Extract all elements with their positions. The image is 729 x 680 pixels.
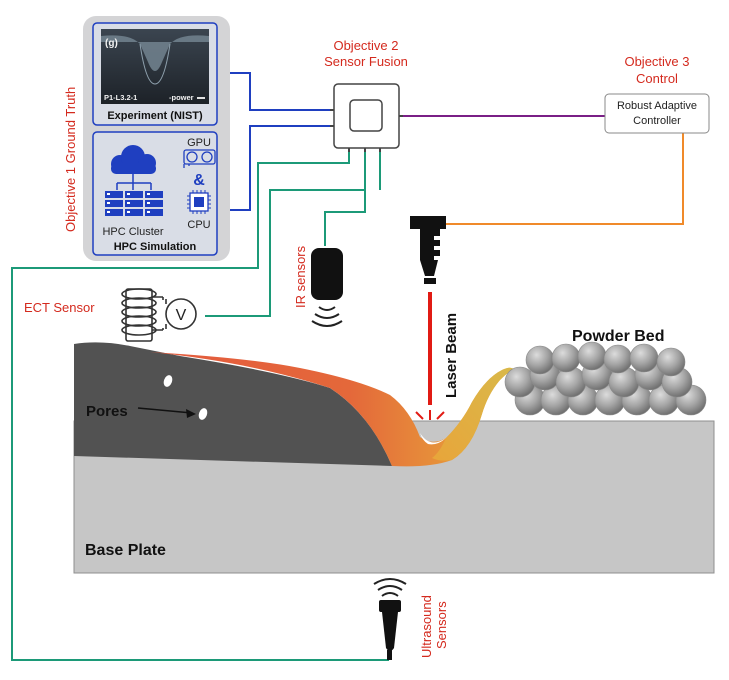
- laser-sparks: [411, 410, 449, 425]
- cpu-label: CPU: [187, 219, 210, 231]
- controller-box: [604, 93, 710, 134]
- signal-waves-icon: [311, 306, 343, 327]
- solidified-layer: [74, 342, 392, 466]
- laser-beam-label: Laser Beam: [443, 313, 460, 398]
- wire-experiment-to-fusion: [218, 72, 334, 111]
- controller-line2: Controller: [633, 115, 681, 127]
- ultrasound-line1: Ultrasound: [419, 595, 434, 658]
- base-plate-label: Base Plate: [85, 542, 166, 559]
- controller-line1: Robust Adaptive: [617, 100, 697, 112]
- objective-3-line2: Control: [636, 71, 678, 86]
- laser-head-icon: [410, 216, 446, 284]
- cloud-icon: [111, 145, 156, 190]
- ultrasound-probe-icon: [379, 600, 401, 660]
- melt-pool-outline: [139, 43, 171, 85]
- objective-1-label: Objective 1 Ground Truth: [63, 87, 78, 232]
- raised-bead: [432, 367, 514, 461]
- wires: [11, 72, 684, 661]
- and-label: &: [193, 172, 205, 189]
- pore: [198, 408, 208, 420]
- ultrasound-line2: Sensors: [434, 601, 449, 649]
- pore: [163, 375, 173, 387]
- pores-arrowhead: [186, 409, 196, 418]
- powder-bed: [504, 341, 707, 416]
- ground-truth-panel: (g) P1-L3.2-1 -power Experiment (NIST) H…: [83, 16, 230, 261]
- image-caption-right: -power: [169, 93, 194, 102]
- voltmeter-symbol: V: [176, 307, 187, 324]
- server-lights: [107, 193, 150, 213]
- melt-pool-cross-section: [101, 35, 209, 71]
- pores-arrow: [137, 407, 193, 414]
- powder-bed-label: Powder Bed: [572, 328, 664, 345]
- keyhole: [420, 433, 446, 445]
- scale-bar: [197, 97, 205, 99]
- ect-sensor-label: ECT Sensor: [24, 300, 95, 315]
- objective-2-line2: Sensor Fusion: [324, 54, 408, 69]
- voltmeter-icon: V: [162, 297, 197, 330]
- wire-ect: [11, 150, 389, 661]
- pores-label: Pores: [86, 403, 128, 420]
- ir-sensors-label: IR sensors: [293, 245, 308, 308]
- image-caption-left: P1-L3.2-1: [104, 93, 137, 102]
- coil-icon: [121, 288, 163, 342]
- server-rack-icon: [105, 191, 163, 216]
- wire-simulation-to-fusion: [218, 125, 334, 211]
- gpu-card-icon: [183, 149, 216, 168]
- sensor-fusion-box-icon: [330, 83, 403, 152]
- signal-waves-icon: [373, 578, 407, 597]
- experiment-label: Experiment (NIST): [107, 110, 203, 122]
- wire-controller-to-laser: [446, 133, 684, 225]
- gpu-label: GPU: [187, 137, 211, 149]
- wire-ect-coil: [205, 189, 365, 317]
- ir-sensor-icon: [311, 248, 343, 300]
- objective-2-line1: Objective 2: [333, 38, 398, 53]
- hpc-cluster-label: HPC Cluster: [102, 226, 163, 238]
- image-tag: (g): [105, 38, 118, 49]
- objective-3-line1: Objective 3: [624, 54, 689, 69]
- wire-ir: [324, 150, 366, 246]
- laser-beam: [428, 292, 432, 405]
- hpc-simulation-label: HPC Simulation: [114, 241, 197, 253]
- cpu-chip-icon: [187, 190, 211, 214]
